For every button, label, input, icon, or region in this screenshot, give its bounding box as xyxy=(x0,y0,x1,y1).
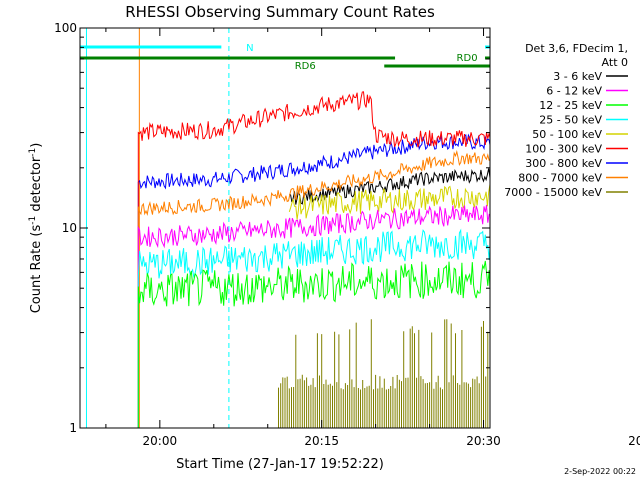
legend-label: 6 - 12 keV xyxy=(546,85,602,98)
y-tick-label: 1 xyxy=(69,421,77,435)
flag-label: RD0 xyxy=(457,53,478,64)
legend-label: 800 - 7000 keV xyxy=(518,172,602,185)
legend-label: 25 - 50 keV xyxy=(539,114,602,127)
series-line xyxy=(137,149,490,428)
x-tick-label: 20:00 xyxy=(143,434,178,448)
y-axis-label-main: Count Rate (s xyxy=(29,225,44,314)
series-line xyxy=(137,260,490,428)
series-line xyxy=(137,91,490,428)
y-axis-label-end: ) xyxy=(29,143,44,148)
y-axis-label: Count Rate (s-1 detector-1) xyxy=(28,143,44,314)
series-line xyxy=(137,133,490,428)
series-line xyxy=(137,204,490,428)
series-line xyxy=(288,184,490,220)
legend-header: Det 3,6, FDecim 1, xyxy=(525,42,628,55)
x-tick-label: 20:45 xyxy=(628,434,640,448)
chart-title: RHESSI Observing Summary Count Rates xyxy=(125,3,435,21)
timestamp: 2-Sep-2022 00:22 xyxy=(564,467,636,476)
plot-content: NRD0RD6S xyxy=(80,28,490,428)
y-axis-label-exp1: -1 xyxy=(28,216,38,225)
legend: Det 3,6, FDecim 1,Att 03 - 6 keV 6 - 12 k… xyxy=(504,42,628,199)
y-axis-label-exp2: -1 xyxy=(28,148,38,157)
x-tick-label: 20:15 xyxy=(304,434,339,448)
series-spikes xyxy=(278,319,490,428)
y-axis-label-mid: detector xyxy=(29,156,44,216)
y-axis: 1 10 100 xyxy=(54,21,490,435)
legend-label: 100 - 300 keV xyxy=(525,143,602,156)
legend-label: 50 - 100 keV xyxy=(532,128,602,141)
series-line xyxy=(137,228,490,428)
legend-label: 3 - 6 keV xyxy=(553,70,602,83)
y-tick-label: 10 xyxy=(62,221,77,235)
x-tick-label: 20:30 xyxy=(466,434,501,448)
flag-label: RD6 xyxy=(295,61,316,72)
x-axis-label: Start Time (27-Jan-17 19:52:22) xyxy=(176,457,384,472)
plot-area: NRD0RD6S xyxy=(80,28,490,428)
legend-header: Att 0 xyxy=(602,56,628,69)
y-tick-label: 100 xyxy=(54,21,77,35)
series-line xyxy=(289,168,490,205)
legend-label: 12 - 25 keV xyxy=(539,99,602,112)
legend-label: 300 - 800 keV xyxy=(525,157,602,170)
flag-label: N xyxy=(246,43,253,54)
legend-label: 7000 - 15000 keV xyxy=(504,186,602,199)
